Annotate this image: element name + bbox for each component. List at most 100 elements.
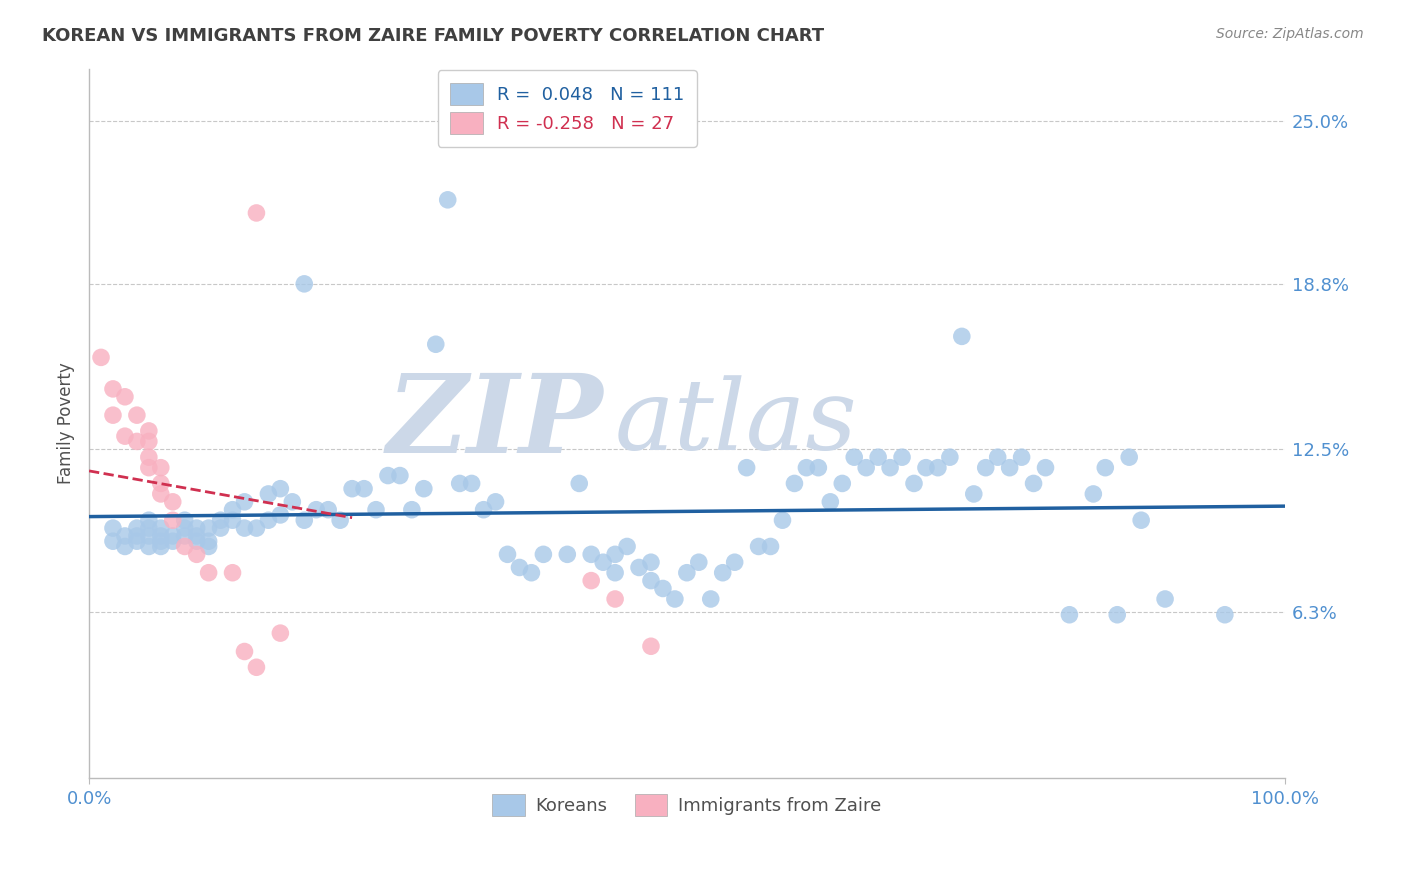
Point: [149, 529, 172, 543]
Text: atlas: atlas: [614, 376, 858, 471]
Point: [138, 513, 160, 527]
Point: [186, 547, 208, 561]
Legend: Koreans, Immigrants from Zaire: Koreans, Immigrants from Zaire: [484, 785, 890, 825]
Point: [90, 351, 112, 365]
Point: [149, 534, 172, 549]
Point: [579, 574, 602, 588]
Point: [125, 408, 148, 422]
Point: [138, 424, 160, 438]
Point: [603, 566, 626, 580]
Point: [759, 540, 782, 554]
Point: [138, 521, 160, 535]
Point: [162, 513, 184, 527]
Point: [186, 529, 208, 543]
Point: [162, 534, 184, 549]
Point: [855, 460, 877, 475]
Point: [401, 502, 423, 516]
Point: [844, 450, 866, 465]
Point: [1022, 476, 1045, 491]
Point: [1083, 487, 1105, 501]
Point: [496, 547, 519, 561]
Point: [125, 521, 148, 535]
Point: [269, 508, 291, 522]
Y-axis label: Family Poverty: Family Poverty: [58, 362, 75, 484]
Point: [1213, 607, 1236, 622]
Point: [1118, 450, 1140, 465]
Point: [603, 547, 626, 561]
Point: [221, 502, 243, 516]
Point: [138, 434, 160, 449]
Point: [831, 476, 853, 491]
Point: [197, 521, 219, 535]
Point: [101, 408, 124, 422]
Point: [1107, 607, 1129, 622]
Point: [197, 540, 219, 554]
Point: [209, 513, 232, 527]
Point: [652, 582, 675, 596]
Point: [664, 592, 686, 607]
Point: [173, 521, 195, 535]
Point: [579, 547, 602, 561]
Point: [891, 450, 914, 465]
Point: [149, 487, 172, 501]
Point: [449, 476, 471, 491]
Point: [484, 495, 506, 509]
Point: [281, 495, 304, 509]
Point: [640, 640, 662, 654]
Point: [939, 450, 962, 465]
Point: [627, 560, 650, 574]
Point: [114, 429, 136, 443]
Point: [998, 460, 1021, 475]
Point: [987, 450, 1010, 465]
Point: [436, 193, 458, 207]
Point: [555, 547, 578, 561]
Point: [125, 534, 148, 549]
Point: [138, 529, 160, 543]
Point: [292, 277, 315, 291]
Point: [520, 566, 543, 580]
Point: [1059, 607, 1081, 622]
Point: [269, 482, 291, 496]
Point: [125, 529, 148, 543]
Point: [963, 487, 986, 501]
Point: [305, 502, 328, 516]
Point: [1011, 450, 1033, 465]
Point: [531, 547, 554, 561]
Point: [149, 540, 172, 554]
Point: [974, 460, 997, 475]
Point: [197, 534, 219, 549]
Text: ZIP: ZIP: [387, 369, 603, 477]
Point: [724, 555, 747, 569]
Point: [125, 434, 148, 449]
Point: [292, 513, 315, 527]
Point: [221, 566, 243, 580]
Point: [173, 540, 195, 554]
Point: [460, 476, 482, 491]
Point: [114, 540, 136, 554]
Point: [162, 529, 184, 543]
Point: [425, 337, 447, 351]
Point: [700, 592, 723, 607]
Point: [101, 521, 124, 535]
Point: [915, 460, 938, 475]
Point: [114, 390, 136, 404]
Point: [233, 644, 256, 658]
Point: [616, 540, 638, 554]
Point: [101, 382, 124, 396]
Point: [796, 460, 818, 475]
Point: [1130, 513, 1153, 527]
Point: [472, 502, 495, 516]
Point: [138, 540, 160, 554]
Point: [221, 513, 243, 527]
Point: [173, 529, 195, 543]
Point: [257, 513, 280, 527]
Point: [245, 660, 267, 674]
Point: [748, 540, 770, 554]
Point: [592, 555, 614, 569]
Point: [233, 521, 256, 535]
Point: [640, 555, 662, 569]
Point: [173, 513, 195, 527]
Point: [603, 592, 626, 607]
Point: [269, 626, 291, 640]
Point: [568, 476, 591, 491]
